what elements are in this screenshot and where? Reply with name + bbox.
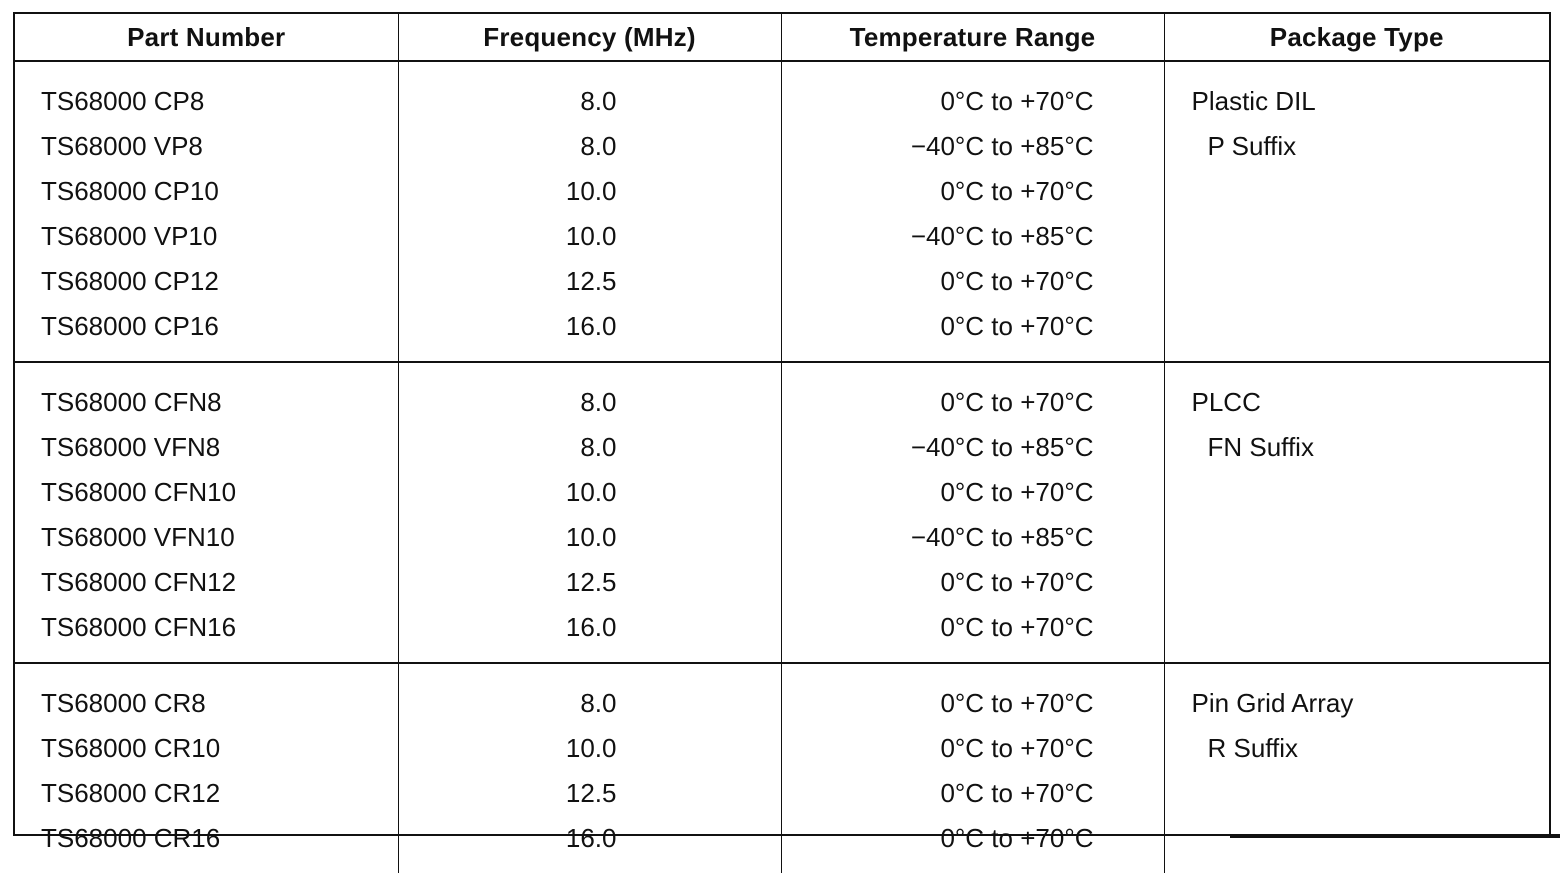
frequency-value: 12.5 xyxy=(399,771,781,816)
temperature-range: 0°C to +70°C xyxy=(782,605,1164,650)
temperature-cell: 0°C to +70°C −40°C to +85°C 0°C to +70°C… xyxy=(781,61,1164,362)
temperature-range: 0°C to +70°C xyxy=(782,470,1164,515)
frequency-value: 8.0 xyxy=(399,124,781,169)
table-row: TS68000 CP8 TS68000 VP8 TS68000 CP10 TS6… xyxy=(15,61,1549,362)
frequency-cell: 8.0 10.0 12.5 16.0 xyxy=(398,663,781,873)
frequency-value: 10.0 xyxy=(399,470,781,515)
table-row: TS68000 CR8 TS68000 CR10 TS68000 CR12 TS… xyxy=(15,663,1549,873)
package-type-cell: PLCC FN Suffix xyxy=(1164,362,1549,663)
part-number: TS68000 CP10 xyxy=(15,169,398,214)
frequency-value: 10.0 xyxy=(399,726,781,771)
temperature-range: 0°C to +70°C xyxy=(782,380,1164,425)
frequency-value: 10.0 xyxy=(399,515,781,560)
frequency-value: 10.0 xyxy=(399,214,781,259)
frequency-cell: 8.0 8.0 10.0 10.0 12.5 16.0 xyxy=(398,61,781,362)
package-suffix: FN Suffix xyxy=(1165,425,1550,470)
package-name: Plastic DIL xyxy=(1165,79,1550,124)
temperature-cell: 0°C to +70°C 0°C to +70°C 0°C to +70°C 0… xyxy=(781,663,1164,873)
frequency-value: 12.5 xyxy=(399,560,781,605)
header-row: Part Number Frequency (MHz) Temperature … xyxy=(15,14,1549,61)
ordering-information-table-frame: Part Number Frequency (MHz) Temperature … xyxy=(13,12,1551,836)
part-number: TS68000 CFN16 xyxy=(15,605,398,650)
part-number: TS68000 CR10 xyxy=(15,726,398,771)
package-type-cell: Pin Grid Array R Suffix xyxy=(1164,663,1549,873)
part-number-cell: TS68000 CP8 TS68000 VP8 TS68000 CP10 TS6… xyxy=(15,61,398,362)
frequency-cell: 8.0 8.0 10.0 10.0 12.5 16.0 xyxy=(398,362,781,663)
temperature-range: 0°C to +70°C xyxy=(782,771,1164,816)
part-number-cell: TS68000 CR8 TS68000 CR10 TS68000 CR12 TS… xyxy=(15,663,398,873)
temperature-range: −40°C to +85°C xyxy=(782,214,1164,259)
frequency-value: 8.0 xyxy=(399,380,781,425)
frequency-value: 10.0 xyxy=(399,169,781,214)
ordering-information-table: Part Number Frequency (MHz) Temperature … xyxy=(15,14,1549,873)
part-number: TS68000 CR16 xyxy=(15,816,398,861)
temperature-cell: 0°C to +70°C −40°C to +85°C 0°C to +70°C… xyxy=(781,362,1164,663)
part-number: TS68000 CP8 xyxy=(15,79,398,124)
temperature-range: 0°C to +70°C xyxy=(782,169,1164,214)
part-number: TS68000 VFN10 xyxy=(15,515,398,560)
part-number: TS68000 CFN8 xyxy=(15,380,398,425)
table-row: TS68000 CFN8 TS68000 VFN8 TS68000 CFN10 … xyxy=(15,362,1549,663)
part-number: TS68000 VP10 xyxy=(15,214,398,259)
temperature-range: −40°C to +85°C xyxy=(782,515,1164,560)
header-package-type: Package Type xyxy=(1164,14,1549,61)
temperature-range: 0°C to +70°C xyxy=(782,816,1164,861)
package-suffix: R Suffix xyxy=(1165,726,1550,771)
frequency-value: 16.0 xyxy=(399,304,781,349)
part-number: TS68000 CR12 xyxy=(15,771,398,816)
part-number: TS68000 VFN8 xyxy=(15,425,398,470)
group-pin-grid-array: TS68000 CR8 TS68000 CR10 TS68000 CR12 TS… xyxy=(15,663,1549,873)
header-frequency: Frequency (MHz) xyxy=(398,14,781,61)
frequency-value: 12.5 xyxy=(399,259,781,304)
temperature-range: 0°C to +70°C xyxy=(782,560,1164,605)
frequency-value: 8.0 xyxy=(399,79,781,124)
frequency-value: 8.0 xyxy=(399,681,781,726)
part-number: TS68000 CP16 xyxy=(15,304,398,349)
part-number-cell: TS68000 CFN8 TS68000 VFN8 TS68000 CFN10 … xyxy=(15,362,398,663)
table-header: Part Number Frequency (MHz) Temperature … xyxy=(15,14,1549,61)
temperature-range: −40°C to +85°C xyxy=(782,425,1164,470)
frequency-value: 16.0 xyxy=(399,816,781,861)
temperature-range: −40°C to +85°C xyxy=(782,124,1164,169)
part-number: TS68000 CP12 xyxy=(15,259,398,304)
part-number: TS68000 CFN10 xyxy=(15,470,398,515)
part-number: TS68000 VP8 xyxy=(15,124,398,169)
frequency-value: 8.0 xyxy=(399,425,781,470)
group-plastic-dil: TS68000 CP8 TS68000 VP8 TS68000 CP10 TS6… xyxy=(15,61,1549,362)
group-plcc: TS68000 CFN8 TS68000 VFN8 TS68000 CFN10 … xyxy=(15,362,1549,663)
temperature-range: 0°C to +70°C xyxy=(782,681,1164,726)
header-temperature-range: Temperature Range xyxy=(781,14,1164,61)
temperature-range: 0°C to +70°C xyxy=(782,79,1164,124)
package-type-cell: Plastic DIL P Suffix xyxy=(1164,61,1549,362)
package-name: Pin Grid Array xyxy=(1165,681,1550,726)
part-number: TS68000 CR8 xyxy=(15,681,398,726)
part-number: TS68000 CFN12 xyxy=(15,560,398,605)
bottom-edge-rule xyxy=(1230,834,1560,838)
frequency-value: 16.0 xyxy=(399,605,781,650)
package-suffix: P Suffix xyxy=(1165,124,1550,169)
temperature-range: 0°C to +70°C xyxy=(782,304,1164,349)
temperature-range: 0°C to +70°C xyxy=(782,726,1164,771)
package-name: PLCC xyxy=(1165,380,1550,425)
temperature-range: 0°C to +70°C xyxy=(782,259,1164,304)
header-part-number: Part Number xyxy=(15,14,398,61)
